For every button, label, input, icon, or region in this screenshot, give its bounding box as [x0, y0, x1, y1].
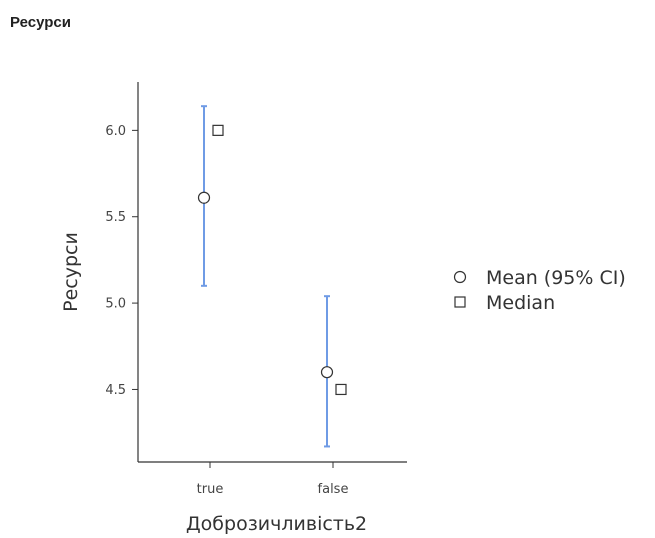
- y-axis-title: Ресурси: [60, 232, 82, 312]
- x-axis: true false: [138, 461, 407, 497]
- x-tick-label: true: [197, 482, 224, 497]
- mean-point: [320, 366, 334, 379]
- legend-median-marker: [454, 296, 466, 308]
- x-axis-title: Доброзичливість2: [186, 513, 367, 535]
- legend-mean-marker: [453, 270, 467, 284]
- y-tick-label: 5.5: [105, 210, 126, 225]
- legend: Mean (95% CI) Median: [453, 267, 626, 314]
- y-tick-label: 6.0: [105, 124, 126, 139]
- y-tick-label: 5.0: [105, 297, 126, 312]
- legend-mean-label: Mean (95% CI): [486, 267, 626, 289]
- chart-marks: [197, 105, 347, 448]
- y-tick-label: 4.5: [105, 383, 126, 398]
- y-axis: 4.5 5.0 5.5 6.0: [105, 82, 139, 462]
- legend-median-label: Median: [486, 292, 555, 314]
- page-title: Ресурси: [10, 14, 71, 31]
- mean-point: [197, 191, 211, 204]
- median-point: [335, 383, 347, 396]
- median-point: [212, 124, 224, 136]
- x-tick-label: false: [318, 482, 349, 497]
